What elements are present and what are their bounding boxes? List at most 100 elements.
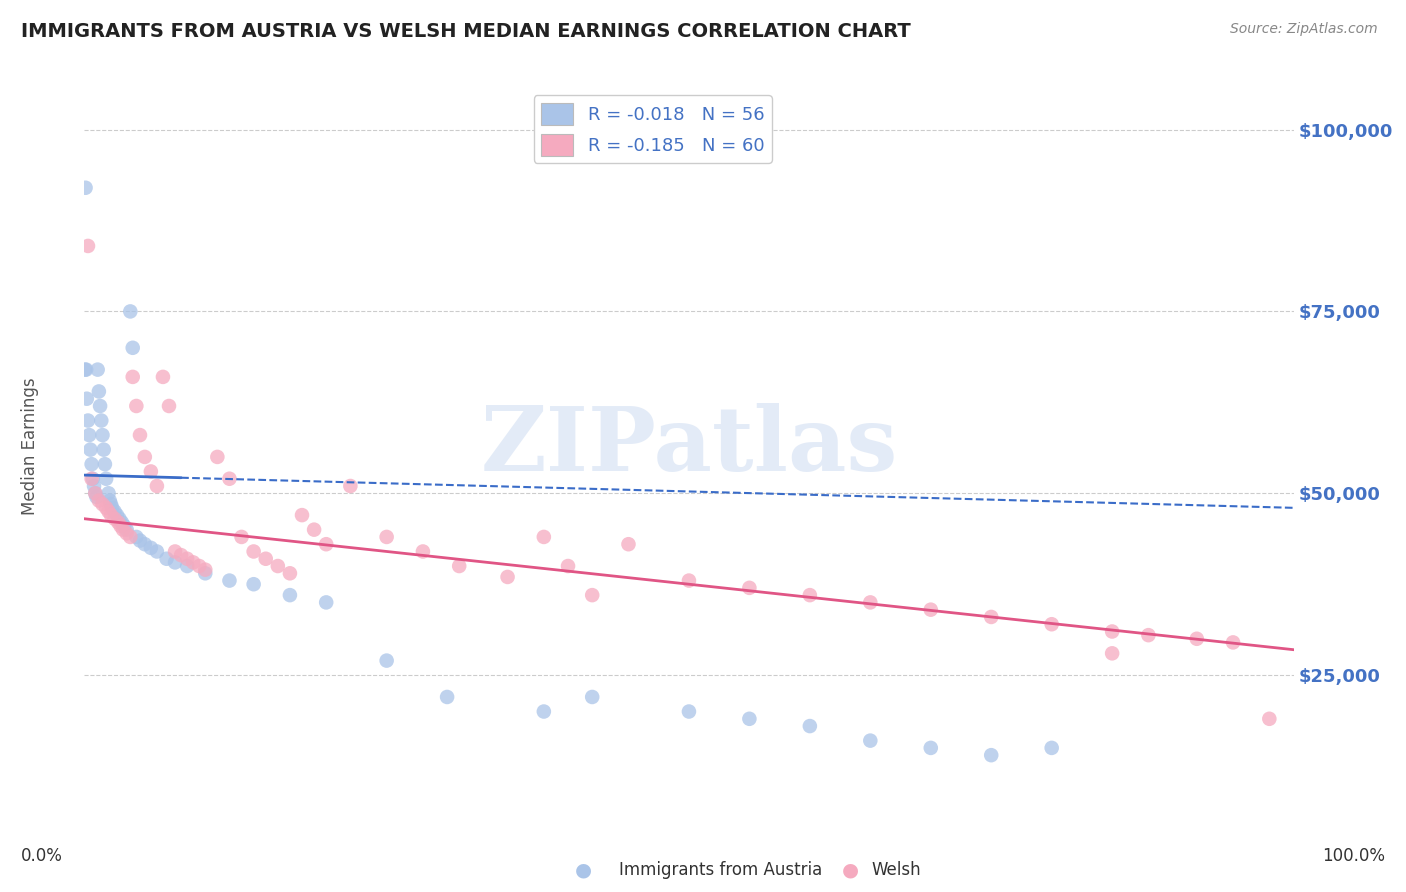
Point	[75, 180, 97, 194]
Point	[157, 399, 180, 413]
Point	[194, 566, 217, 581]
Point	[1222, 635, 1244, 649]
Point	[125, 530, 148, 544]
Point	[121, 341, 143, 355]
Point	[980, 610, 1002, 624]
Point	[278, 588, 301, 602]
Point	[77, 239, 100, 253]
Point	[73, 362, 96, 376]
Point	[121, 370, 143, 384]
Point	[254, 551, 277, 566]
Point	[75, 362, 97, 376]
Text: IMMIGRANTS FROM AUSTRIA VS WELSH MEDIAN EARNINGS CORRELATION CHART: IMMIGRANTS FROM AUSTRIA VS WELSH MEDIAN …	[21, 22, 911, 41]
Point	[129, 428, 152, 442]
Point	[139, 541, 162, 555]
Point	[617, 537, 640, 551]
Point	[101, 500, 124, 515]
Point	[115, 523, 138, 537]
Point	[120, 530, 142, 544]
Point	[87, 384, 110, 399]
Point	[110, 519, 132, 533]
Point	[155, 551, 177, 566]
Point	[77, 413, 100, 427]
Point	[412, 544, 434, 558]
Point	[80, 457, 103, 471]
Point	[302, 523, 325, 537]
Legend: R = -0.018   N = 56, R = -0.185   N = 60: R = -0.018 N = 56, R = -0.185 N = 60	[534, 95, 772, 163]
Point	[89, 399, 111, 413]
Point	[375, 530, 398, 544]
Point	[188, 559, 211, 574]
Point	[146, 544, 169, 558]
Text: Median Earnings: Median Earnings	[21, 377, 39, 515]
Point	[496, 570, 519, 584]
Point	[82, 472, 104, 486]
Point	[533, 705, 555, 719]
Point	[100, 508, 122, 522]
Point	[108, 512, 131, 526]
Point	[176, 551, 198, 566]
Point	[678, 705, 700, 719]
Point	[111, 516, 134, 530]
Point	[859, 733, 882, 747]
Point	[375, 654, 398, 668]
Point	[176, 559, 198, 574]
Point	[678, 574, 700, 588]
Point	[134, 537, 156, 551]
Point	[152, 370, 174, 384]
Point	[738, 581, 761, 595]
Point	[84, 486, 107, 500]
Point	[86, 362, 108, 376]
Point	[1101, 624, 1123, 639]
Text: Immigrants from Austria: Immigrants from Austria	[619, 861, 823, 879]
Point	[115, 526, 138, 541]
Point	[218, 472, 240, 486]
Point	[100, 497, 122, 511]
Point	[738, 712, 761, 726]
Point	[231, 530, 253, 544]
Point	[105, 508, 128, 522]
Point	[90, 413, 112, 427]
Point	[315, 537, 337, 551]
Point	[242, 577, 264, 591]
Point	[859, 595, 882, 609]
Point	[80, 472, 103, 486]
Point	[77, 428, 100, 442]
Point	[112, 519, 135, 533]
Point	[94, 457, 117, 471]
Point	[267, 559, 290, 574]
Point	[339, 479, 361, 493]
Text: ●: ●	[575, 860, 592, 880]
Point	[194, 563, 217, 577]
Point	[134, 450, 156, 464]
Point	[1258, 712, 1281, 726]
Point	[146, 479, 169, 493]
Point	[799, 588, 821, 602]
Point	[449, 559, 471, 574]
Point	[125, 399, 148, 413]
Text: Welsh: Welsh	[872, 861, 921, 879]
Point	[1040, 617, 1063, 632]
Point	[181, 555, 204, 569]
Point	[1101, 646, 1123, 660]
Point	[129, 533, 152, 548]
Point	[291, 508, 314, 522]
Text: Source: ZipAtlas.com: Source: ZipAtlas.com	[1230, 22, 1378, 37]
Point	[104, 512, 127, 526]
Point	[84, 486, 107, 500]
Point	[83, 479, 105, 493]
Point	[165, 555, 187, 569]
Point	[436, 690, 458, 704]
Point	[533, 530, 555, 544]
Point	[980, 748, 1002, 763]
Text: ●: ●	[842, 860, 859, 880]
Point	[79, 442, 101, 457]
Point	[920, 602, 942, 616]
Point	[91, 497, 114, 511]
Point	[139, 465, 162, 479]
Point	[107, 516, 129, 530]
Point	[218, 574, 240, 588]
Point	[120, 304, 142, 318]
Point	[91, 428, 114, 442]
Point	[170, 548, 193, 562]
